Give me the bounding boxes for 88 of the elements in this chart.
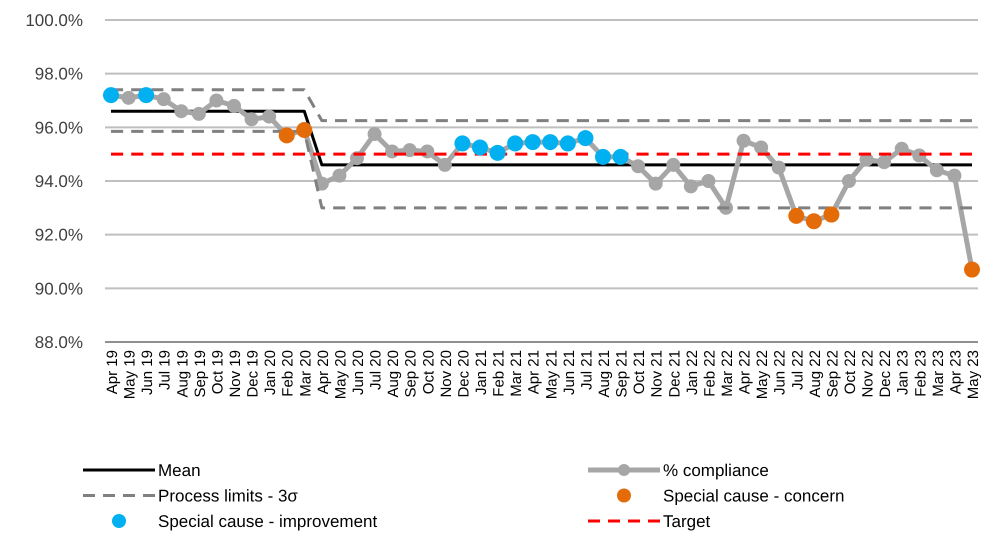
x-tick-label: Nov 21: [648, 350, 666, 398]
point: [122, 90, 136, 105]
y-tick-label: 88.0%: [34, 333, 83, 352]
x-tick-label: Nov 19: [227, 350, 244, 398]
x-tick-label: Feb 21: [490, 350, 508, 397]
x-tick-label: Feb 20: [280, 350, 297, 397]
x-tick-label: Nov 20: [438, 350, 455, 398]
point: [842, 174, 856, 188]
x-tick-label: Aug 22: [806, 350, 824, 398]
x-tick-label: Jul 22: [789, 350, 806, 390]
x-tick-label: Oct 22: [842, 350, 859, 394]
point: [736, 134, 751, 148]
x-tick-label: Jun 21: [560, 350, 578, 396]
x-tick-label: Jun 20: [350, 350, 367, 396]
legend-label: % compliance: [663, 461, 769, 480]
x-tick-label: Apr 22: [736, 350, 754, 394]
x-tick-label: Jul 20: [368, 350, 385, 390]
point: [631, 159, 646, 174]
point: [156, 92, 171, 106]
point: [666, 158, 680, 172]
point: [332, 168, 346, 183]
point: [438, 158, 452, 172]
point: [684, 179, 698, 194]
x-tick-label: Feb 23: [912, 350, 930, 397]
x-tick-label: Mar 23: [930, 350, 947, 397]
x-tick-label: May 23: [965, 350, 981, 400]
y-tick-label: 98.0%: [34, 64, 83, 84]
y-tick-label: 90.0%: [34, 279, 83, 298]
x-tick-label: Jun 22: [772, 350, 789, 396]
point: [262, 110, 276, 124]
x-tick-label: Apr 21: [526, 350, 543, 394]
y-tick-label: 100.0%: [25, 11, 83, 30]
legend-label: Target: [663, 512, 711, 531]
point: [701, 174, 716, 188]
legend-label: Special cause - concern: [663, 486, 844, 506]
x-tick-label: Aug 19: [174, 350, 192, 398]
point: [648, 176, 663, 191]
x-tick-label: Dec 20: [455, 350, 472, 398]
x-tick-label: Jan 22: [684, 350, 701, 396]
point: [877, 155, 892, 170]
x-tick-label: Mar 21: [508, 350, 526, 397]
x-tick-label: May 19: [122, 350, 139, 400]
x-tick-label: Feb 22: [701, 350, 718, 397]
point: [754, 140, 768, 154]
legend-label: Special cause - improvement: [158, 512, 378, 531]
x-tick-label: Dec 21: [666, 350, 684, 398]
x-tick-label: Mar 20: [297, 350, 314, 397]
x-tick-label: Sep 19: [192, 350, 209, 398]
legend-label: Process limits - 3σ: [158, 486, 298, 506]
point: [209, 94, 224, 108]
point: [192, 106, 206, 121]
x-tick-label: Mar 22: [719, 350, 736, 397]
point: [244, 112, 259, 126]
x-tick-label: Apr 19: [104, 350, 121, 394]
x-tick-label: Aug 20: [385, 350, 402, 398]
point: [947, 168, 962, 183]
y-tick-label: 92.0%: [34, 226, 83, 245]
x-tick-label: May 22: [754, 350, 772, 400]
point: [402, 143, 417, 158]
x-tick-label: Oct 19: [209, 350, 226, 394]
x-tick-label: Oct 21: [631, 350, 648, 394]
x-tick-label: Jul 19: [156, 350, 174, 390]
x-tick-label: Sep 21: [614, 350, 631, 398]
x-tick-label: Sep 22: [824, 350, 842, 398]
x-tick-label: Jul 21: [578, 350, 596, 390]
x-tick-label: Oct 20: [420, 350, 438, 394]
x-tick-label: Jan 21: [473, 350, 490, 396]
point: [368, 127, 382, 142]
x-tick-label: May 20: [332, 350, 350, 400]
point: [772, 160, 786, 175]
x-tick-label: Apr 23: [947, 350, 964, 394]
legend-label: Mean: [158, 461, 201, 480]
x-tick-label: Dec 19: [244, 350, 262, 398]
x-tick-label: Apr 20: [314, 350, 332, 394]
point: [227, 98, 241, 113]
y-tick-label: 96.0%: [34, 118, 83, 138]
x-tick-label: Jan 20: [262, 350, 280, 396]
point: [930, 163, 944, 178]
x-tick-label: Aug 21: [596, 350, 613, 398]
y-tick-label: 94.0%: [34, 172, 83, 191]
x-tick-label: May 21: [543, 350, 560, 400]
x-tick-label: Nov 22: [860, 350, 877, 398]
x-tick-label: Sep 20: [402, 350, 420, 398]
point: [174, 104, 188, 118]
point: [385, 144, 400, 158]
x-tick-label: Jan 23: [894, 350, 912, 396]
x-tick-label: Dec 22: [877, 350, 894, 398]
x-tick-label: Jun 19: [139, 350, 156, 396]
